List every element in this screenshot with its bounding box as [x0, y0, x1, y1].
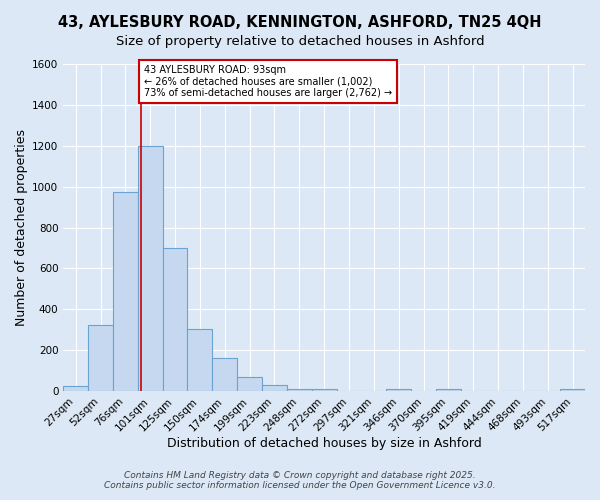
Y-axis label: Number of detached properties: Number of detached properties [15, 129, 28, 326]
Bar [187, 329, 212, 391]
Text: 43, AYLESBURY ROAD, KENNINGTON, ASHFORD, TN25 4QH: 43, AYLESBURY ROAD, KENNINGTON, ASHFORD,… [58, 15, 542, 30]
Bar [63, 386, 88, 391]
Bar [287, 388, 312, 391]
Text: Size of property relative to detached houses in Ashford: Size of property relative to detached ho… [116, 35, 484, 48]
Bar [386, 389, 411, 391]
Bar [163, 248, 187, 391]
Bar [312, 389, 337, 391]
Bar [113, 192, 138, 391]
Bar [262, 386, 287, 391]
Bar [212, 358, 237, 391]
Text: 43 AYLESBURY ROAD: 93sqm
← 26% of detached houses are smaller (1,002)
73% of sem: 43 AYLESBURY ROAD: 93sqm ← 26% of detach… [144, 65, 392, 98]
Bar [88, 324, 113, 391]
Bar [138, 146, 163, 391]
Bar [436, 388, 461, 391]
Bar [560, 389, 585, 391]
X-axis label: Distribution of detached houses by size in Ashford: Distribution of detached houses by size … [167, 437, 482, 450]
Text: Contains HM Land Registry data © Crown copyright and database right 2025.
Contai: Contains HM Land Registry data © Crown c… [104, 470, 496, 490]
Bar [237, 377, 262, 391]
